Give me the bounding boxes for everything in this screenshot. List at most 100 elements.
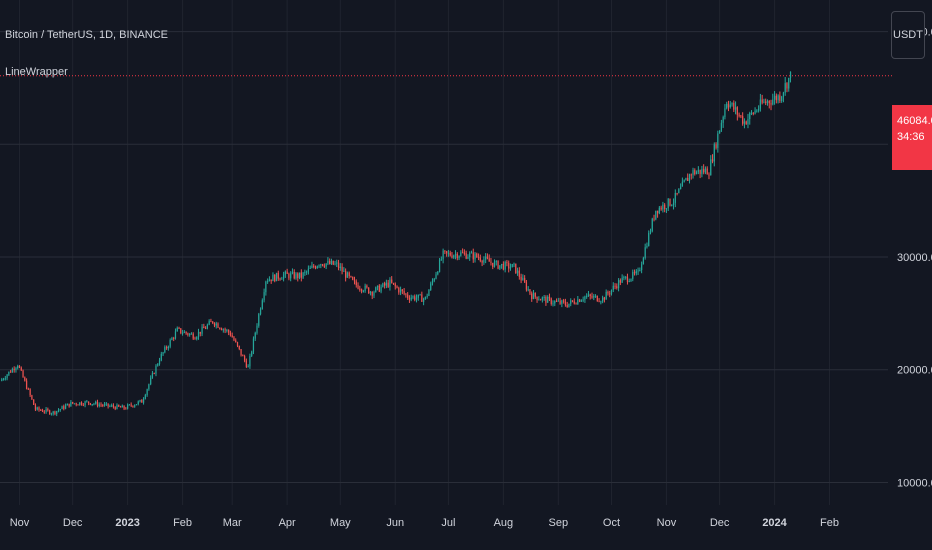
candle-body bbox=[630, 278, 632, 281]
candle-body bbox=[653, 218, 655, 220]
candle-body bbox=[226, 330, 228, 332]
candle-body bbox=[789, 71, 792, 78]
candle-body bbox=[215, 323, 217, 326]
candle-body bbox=[249, 355, 251, 367]
candle-body bbox=[678, 189, 680, 194]
candle-body bbox=[566, 304, 568, 308]
candle-body bbox=[196, 337, 198, 340]
candle-body bbox=[559, 300, 561, 304]
candle-body bbox=[38, 407, 40, 410]
x-tick-label: Dec bbox=[63, 517, 83, 529]
candle-body bbox=[727, 103, 730, 108]
candle-body bbox=[435, 274, 437, 279]
candle-body bbox=[660, 207, 662, 210]
candle-body bbox=[49, 410, 51, 415]
candle-body bbox=[321, 264, 324, 266]
candle-body bbox=[353, 279, 356, 282]
candle-body bbox=[297, 273, 299, 278]
last-price-label: 46084.00 34:36 bbox=[892, 105, 932, 170]
candle-body bbox=[681, 181, 684, 187]
candle-body bbox=[584, 296, 586, 300]
candle-body bbox=[375, 287, 377, 293]
candle-body bbox=[525, 282, 528, 290]
candle-body bbox=[368, 287, 370, 294]
candle-body bbox=[412, 296, 414, 298]
candle-body bbox=[68, 403, 70, 407]
candle-body bbox=[268, 279, 271, 282]
candle-body bbox=[56, 411, 58, 414]
candle-body bbox=[240, 348, 242, 356]
candle-body bbox=[220, 328, 223, 331]
candle-body bbox=[788, 77, 790, 89]
candle-body bbox=[467, 257, 469, 259]
candle-body bbox=[454, 253, 457, 256]
candle-body bbox=[593, 296, 595, 298]
candle-body bbox=[33, 399, 35, 405]
candle-body bbox=[490, 261, 492, 263]
candle-body bbox=[183, 331, 185, 333]
currency-button[interactable]: USDT bbox=[891, 11, 925, 59]
candle-body bbox=[524, 277, 526, 283]
candle-body bbox=[637, 270, 639, 272]
candle-body bbox=[451, 255, 453, 258]
candle-body bbox=[109, 405, 111, 407]
candle-body bbox=[786, 83, 788, 89]
candle-body bbox=[151, 373, 154, 378]
candle-body bbox=[495, 261, 497, 263]
symbol-legend[interactable]: Bitcoin / TetherUS, 1D, BINANCE bbox=[5, 29, 169, 41]
candle-body bbox=[431, 280, 434, 284]
candle-body bbox=[371, 291, 373, 296]
x-tick-label: Nov bbox=[657, 517, 677, 529]
candle-body bbox=[571, 300, 574, 302]
candle-body bbox=[291, 271, 294, 274]
candle-body bbox=[545, 296, 547, 303]
candle-body bbox=[57, 410, 60, 412]
candle-body bbox=[520, 276, 522, 281]
candle-body bbox=[557, 300, 559, 302]
candle-body bbox=[263, 292, 265, 301]
candle-body bbox=[47, 409, 49, 411]
candle-body bbox=[782, 92, 785, 97]
candle-body bbox=[146, 389, 148, 396]
candle-body bbox=[238, 345, 240, 349]
candle-body bbox=[500, 263, 503, 266]
candle-body bbox=[73, 403, 76, 405]
candle-body bbox=[692, 170, 694, 175]
candle-body bbox=[2, 379, 5, 381]
candle-body bbox=[165, 347, 168, 349]
candle-body bbox=[95, 401, 97, 404]
candle-body bbox=[382, 283, 384, 287]
candle-body bbox=[591, 296, 593, 298]
candle-body bbox=[766, 100, 769, 103]
candle-body bbox=[770, 103, 772, 105]
candle-body bbox=[570, 300, 572, 304]
candle-body bbox=[458, 255, 460, 259]
candle-body bbox=[417, 294, 419, 298]
candle-body bbox=[121, 405, 123, 408]
candle-body bbox=[715, 144, 717, 148]
candle-body bbox=[304, 271, 306, 273]
candle-body bbox=[357, 285, 359, 289]
candle-body bbox=[442, 250, 444, 260]
candle-body bbox=[731, 103, 733, 105]
candle-body bbox=[313, 265, 315, 267]
candle-body bbox=[617, 280, 620, 289]
candle-body bbox=[680, 186, 682, 190]
candle-body bbox=[389, 279, 391, 287]
candle-body bbox=[694, 170, 696, 175]
candle-body bbox=[6, 374, 8, 379]
candle-body bbox=[36, 407, 38, 410]
candle-body bbox=[662, 204, 664, 210]
indicator-legend[interactable]: LineWrapper bbox=[5, 66, 68, 78]
candle-body bbox=[646, 246, 648, 248]
candle-body bbox=[612, 285, 614, 290]
candle-body bbox=[187, 333, 189, 335]
candle-body bbox=[111, 405, 113, 407]
candle-body bbox=[477, 257, 480, 259]
candle-body bbox=[128, 404, 131, 406]
candle-body bbox=[759, 99, 762, 109]
candle-body bbox=[45, 409, 47, 412]
candle-body bbox=[582, 299, 584, 301]
